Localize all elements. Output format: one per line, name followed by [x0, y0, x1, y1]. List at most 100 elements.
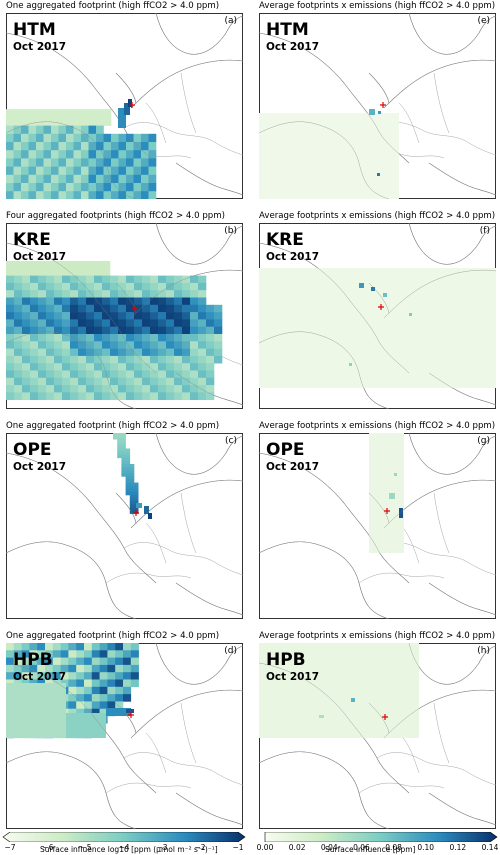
footprint-cell	[111, 183, 119, 192]
footprint-cell	[38, 268, 47, 276]
footprint-cell	[129, 510, 135, 514]
footprint-cell	[52, 650, 61, 658]
footprint-cell	[174, 355, 183, 364]
footprint-cell	[91, 694, 100, 702]
footprint-cell	[126, 334, 135, 342]
footprint-cell	[36, 109, 44, 118]
footprint-cell	[13, 109, 22, 118]
footprint-cell	[125, 464, 131, 468]
footprint-cell	[38, 377, 47, 386]
footprint-cell	[126, 282, 135, 291]
footprint-cell	[134, 341, 143, 349]
footprint-cell	[117, 442, 122, 446]
footprint-cell	[129, 491, 135, 496]
footprint-cell	[166, 355, 175, 364]
footprint-cell	[166, 326, 175, 335]
footprint-cell	[78, 312, 87, 320]
footprint-cell	[99, 686, 108, 695]
footprint-cell	[6, 370, 15, 379]
footprint-cell	[88, 191, 97, 199]
footprint-cell	[45, 657, 54, 666]
footprint-cell	[206, 304, 215, 313]
footprint-cell	[86, 363, 95, 371]
footprint-cell	[174, 312, 183, 320]
footprint-cell	[126, 363, 135, 371]
footprint-cell	[111, 158, 119, 167]
footprint-cell	[62, 319, 71, 327]
footprint-cell	[166, 297, 175, 306]
footprint-cell	[37, 672, 46, 680]
footprint-cell	[130, 679, 139, 688]
footprint-cell	[38, 348, 47, 357]
footprint-cell	[198, 377, 207, 386]
footprint-cell	[81, 117, 89, 126]
footprint-cell	[130, 672, 139, 680]
footprint-cell	[399, 508, 403, 518]
footprint-cell	[174, 282, 183, 291]
footprint-cell	[84, 650, 93, 658]
footprint-cell	[126, 290, 135, 298]
footprint-cell	[88, 150, 97, 159]
footprint-cell	[125, 460, 131, 465]
footprint-cell	[133, 150, 142, 159]
footprint-cell	[46, 392, 55, 400]
footprint-cell	[190, 290, 199, 298]
footprint-cell	[123, 643, 132, 651]
footprint-cell	[126, 166, 134, 176]
footprint-cell	[70, 297, 79, 306]
footprint-cell	[118, 290, 127, 298]
station-marker	[384, 508, 390, 514]
coastline-overlay	[175, 582, 243, 616]
footprint-cell	[78, 363, 87, 371]
footprint-cell	[14, 290, 23, 298]
footprint-cell	[369, 109, 375, 115]
footprint-cell	[142, 385, 151, 393]
footprint-cell	[174, 326, 183, 335]
footprint-cell	[142, 341, 151, 349]
colorbar-tick: −7	[4, 843, 16, 852]
country-border	[145, 72, 197, 144]
footprint-cell	[70, 341, 79, 349]
footprint-cell	[54, 297, 63, 306]
footprint-cell	[28, 191, 37, 199]
footprint-cell	[110, 282, 119, 291]
footprint-cell	[115, 650, 124, 658]
footprint-cell	[86, 348, 95, 357]
footprint-cell	[150, 334, 159, 342]
footprint-cell	[91, 643, 100, 651]
footprint-cell	[110, 355, 119, 364]
coastline-overlay	[115, 689, 243, 739]
footprint-cell	[182, 392, 191, 400]
footprint-cell	[99, 672, 108, 680]
footprint-cell	[81, 183, 89, 192]
footprint-cell	[6, 158, 14, 167]
footprint-cell	[148, 150, 157, 159]
colorbar-tick: 0.00	[256, 843, 274, 852]
footprint-cell	[118, 191, 127, 199]
footprint-cell	[28, 158, 37, 167]
footprint-cell	[66, 166, 74, 176]
footprint-cell	[36, 174, 44, 184]
coastline-overlay	[259, 452, 410, 584]
footprint-cell	[58, 125, 67, 135]
footprint-cell	[182, 312, 191, 320]
footprint-cell	[78, 392, 87, 400]
footprint-cell	[62, 348, 71, 357]
footprint-cell	[91, 672, 100, 680]
footprint-cell	[182, 282, 191, 291]
footprint-cell	[117, 439, 122, 443]
footprint-cell	[68, 650, 77, 658]
footprint-cell	[102, 290, 111, 298]
footprint-cell	[54, 370, 63, 379]
footprint-cell	[66, 142, 74, 151]
colorbar-tick: 0.12	[449, 843, 467, 852]
footprint-cell	[54, 312, 63, 320]
footprint-cell	[52, 664, 61, 673]
footprint-cell	[54, 282, 63, 291]
footprint-cell	[123, 694, 132, 702]
footprint-cell	[21, 117, 29, 126]
footprint-cell	[174, 385, 183, 393]
footprint-cell	[58, 191, 67, 199]
footprint-cell	[22, 304, 31, 313]
